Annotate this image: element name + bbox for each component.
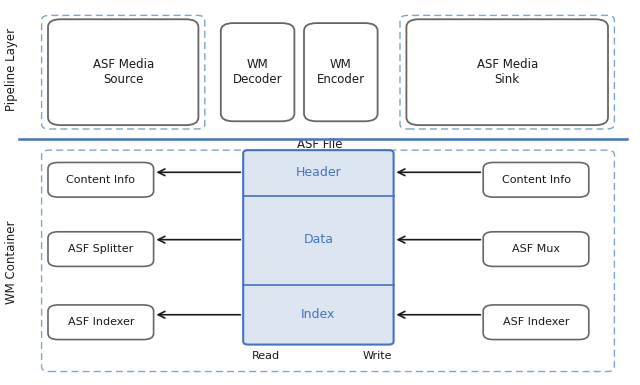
Text: ASF Splitter: ASF Splitter	[68, 244, 133, 254]
Text: WM
Decoder: WM Decoder	[233, 58, 282, 86]
FancyBboxPatch shape	[304, 23, 378, 121]
Text: ASF Media
Source: ASF Media Source	[93, 58, 154, 86]
Text: Content Info: Content Info	[67, 175, 135, 185]
FancyBboxPatch shape	[48, 19, 198, 125]
Text: ASF File: ASF File	[297, 138, 343, 151]
FancyBboxPatch shape	[406, 19, 608, 125]
Text: ASF Indexer: ASF Indexer	[68, 317, 134, 327]
Text: Read: Read	[252, 351, 280, 361]
Text: Index: Index	[301, 308, 335, 321]
FancyBboxPatch shape	[48, 232, 154, 266]
FancyBboxPatch shape	[48, 305, 154, 340]
Text: Write: Write	[363, 351, 392, 361]
Text: Data: Data	[303, 233, 333, 246]
Text: Content Info: Content Info	[502, 175, 570, 185]
FancyBboxPatch shape	[221, 23, 294, 121]
Text: Header: Header	[296, 166, 341, 179]
FancyBboxPatch shape	[483, 232, 589, 266]
Text: WM Container: WM Container	[5, 220, 18, 303]
FancyBboxPatch shape	[48, 162, 154, 197]
Text: ASF Media
Sink: ASF Media Sink	[477, 58, 538, 86]
Text: ASF Mux: ASF Mux	[512, 244, 560, 254]
FancyBboxPatch shape	[243, 150, 394, 345]
Text: Pipeline Layer: Pipeline Layer	[5, 28, 18, 111]
FancyBboxPatch shape	[483, 162, 589, 197]
Text: ASF Indexer: ASF Indexer	[503, 317, 569, 327]
Text: WM
Encoder: WM Encoder	[317, 58, 365, 86]
FancyBboxPatch shape	[483, 305, 589, 340]
